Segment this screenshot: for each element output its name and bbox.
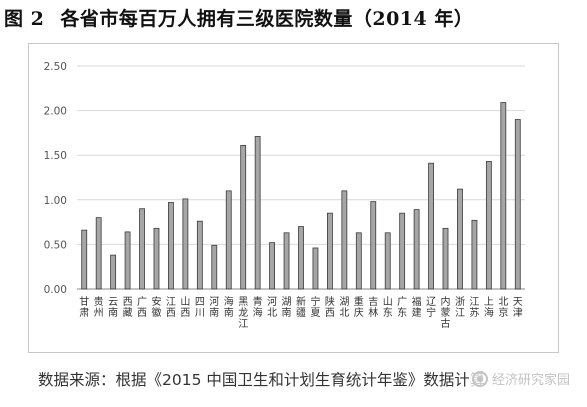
x-tick-label: 江苏 [469, 296, 479, 319]
x-tick-label: 湖北 [339, 296, 349, 319]
bar [514, 119, 521, 290]
bar [168, 202, 174, 290]
x-tick-label: 广东 [397, 296, 407, 319]
bar [370, 201, 377, 290]
figure-title: 图 2 各省市每百万人拥有三级医院数量（2014 年） [4, 4, 489, 31]
x-tick-label: 河南 [209, 296, 219, 319]
bar [413, 209, 420, 290]
y-tick-label: 1.00 [44, 195, 67, 207]
y-tick-label: 2.00 [44, 106, 67, 118]
bar [124, 231, 131, 290]
x-tick-label: 辽宁 [426, 296, 436, 319]
watermark: 经济研究家园 [468, 368, 573, 389]
watermark-text: 经济研究家园 [491, 373, 570, 388]
bar [269, 242, 275, 290]
bar [471, 219, 478, 290]
bar [95, 217, 102, 290]
bar [110, 254, 117, 290]
bar [500, 102, 507, 290]
bar [254, 136, 261, 290]
x-tick-label: 广西 [137, 296, 147, 319]
x-tick-label: 海南 [224, 295, 234, 319]
x-tick-label: 重庆 [354, 295, 364, 319]
y-tick-label: 2.50 [44, 61, 67, 73]
bar [182, 198, 189, 290]
bar [81, 229, 88, 290]
x-tick-label: 西藏 [123, 297, 133, 319]
x-tick-label: 四川 [195, 297, 205, 319]
x-tick-label: 山东 [383, 296, 393, 319]
bar [485, 161, 492, 290]
x-tick-label: 福建 [412, 295, 422, 319]
x-tick-label: 陕西 [325, 295, 335, 319]
bar [153, 227, 160, 290]
x-tick-label: 青海 [253, 295, 263, 319]
figure-number: 图 2 [4, 8, 45, 30]
bar [196, 220, 203, 290]
bar [211, 244, 218, 290]
source-note: 数据来源：根据《2015 中国卫生和计划生育统计年鉴》数据计算 [38, 371, 486, 389]
x-tick-label: 天津 [513, 297, 523, 319]
x-tick-label: 河北 [267, 296, 277, 319]
x-tick-label: 山西 [180, 296, 190, 319]
bar [327, 212, 333, 290]
y-tick-label: 1.50 [44, 150, 67, 162]
x-tick-label: 吉林 [368, 296, 378, 319]
bar [399, 212, 406, 290]
wechat-logo-icon [471, 370, 488, 387]
bar [442, 227, 449, 290]
x-tick-label: 黑龙江 [238, 296, 248, 330]
x-tick-label: 新疆 [296, 295, 306, 319]
bar [139, 208, 145, 290]
y-tick-label: 0.00 [44, 284, 67, 296]
bar [355, 232, 362, 290]
x-tick-label: 云南 [108, 297, 118, 319]
chart-frame: 0.00 0.50 1.00 1.50 2.00 2.50 甘肃 贵州 云南 西藏 广西 安徽 江西 山西… [28, 43, 559, 353]
bar [457, 188, 463, 290]
y-tick-label: 0.50 [44, 239, 67, 251]
bar-chart: 0.00 0.50 1.00 1.50 2.00 2.50 甘肃贵州云南西藏广西安徽江西山西… [44, 61, 525, 330]
x-tick-label: 内蒙古 [441, 295, 451, 330]
x-tick-label: 上海 [484, 296, 494, 319]
x-tick-label: 安徽 [151, 295, 161, 319]
x-tick-label: 江西 [166, 296, 176, 319]
bar [312, 247, 319, 290]
bar [428, 162, 434, 290]
figure-title-text: 各省市每百万人拥有三级医院数量（2014 年） [60, 8, 474, 30]
bar [225, 190, 232, 290]
bar [298, 226, 304, 290]
x-tick-label: 浙江 [455, 296, 465, 319]
x-tick-label: 北京 [498, 296, 508, 319]
bar [384, 232, 391, 290]
x-tick-label: 湖南 [282, 296, 292, 319]
x-tick-label: 甘肃 [79, 295, 89, 319]
x-tick-label: 宁夏 [310, 295, 320, 319]
bar [341, 190, 348, 290]
bar [283, 232, 290, 290]
bar [240, 144, 247, 290]
x-tick-label: 贵州 [94, 295, 104, 319]
